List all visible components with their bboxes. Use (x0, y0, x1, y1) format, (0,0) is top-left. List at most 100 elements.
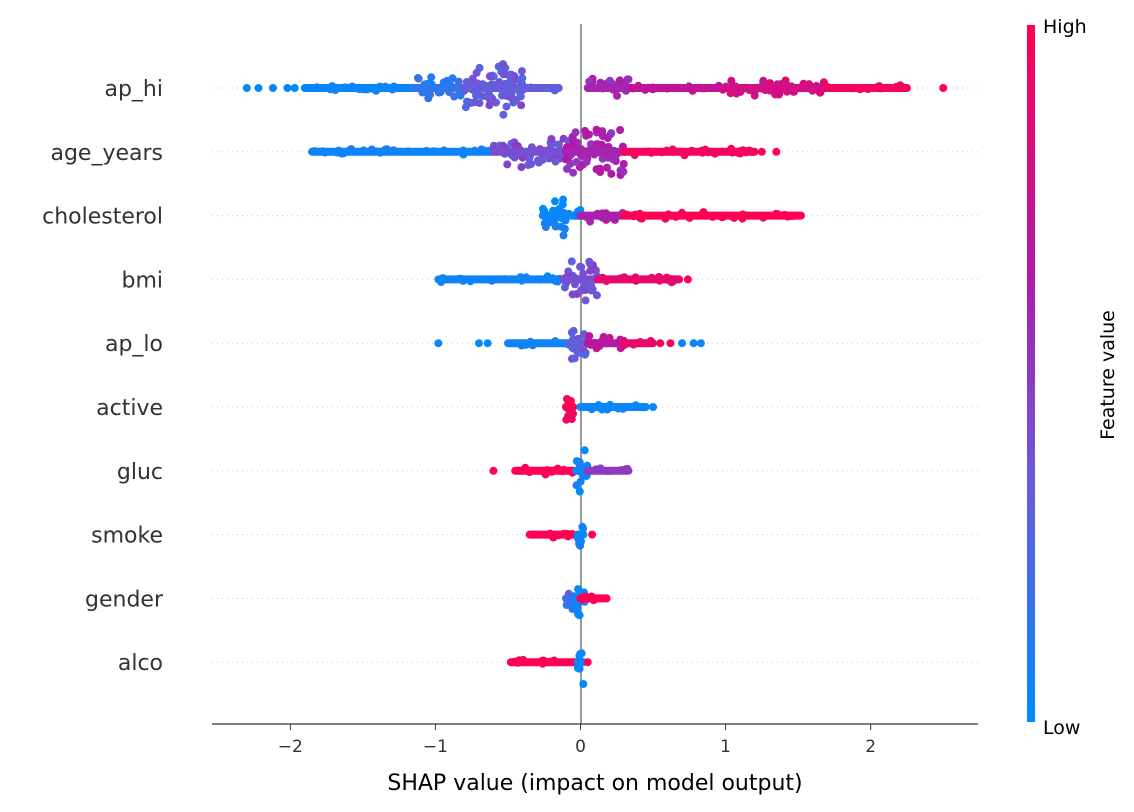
shap-point (541, 223, 550, 231)
shap-point (607, 129, 616, 138)
shap-point (268, 84, 277, 92)
shap-point (587, 140, 595, 149)
shap-point (547, 135, 556, 143)
shap-point (290, 84, 299, 92)
shap-point (502, 102, 511, 111)
shap-point (615, 76, 624, 85)
shap-point (582, 157, 591, 166)
shap-point (592, 125, 601, 134)
shap-point (454, 77, 463, 86)
shap-point (623, 75, 632, 84)
x-tick-label: 2 (865, 737, 876, 757)
shap-point (564, 412, 573, 420)
feature-label: alco (118, 651, 163, 676)
shap-point (551, 222, 560, 231)
shap-point (483, 339, 492, 348)
shap-point (503, 160, 512, 169)
shap-point (581, 296, 590, 305)
colorbar (1027, 25, 1035, 722)
shap-point (254, 84, 263, 92)
shap-point (616, 126, 625, 134)
shap-point (572, 158, 581, 166)
x-ticks: −2 −1 0 1 2 (278, 724, 876, 757)
shap-point (517, 67, 526, 76)
shap-point (580, 446, 589, 455)
shap-point (511, 96, 520, 105)
shap-point (596, 168, 605, 176)
shap-point (572, 481, 581, 490)
feature-label: smoke (91, 524, 163, 549)
shap-point (427, 73, 436, 82)
shap-point (607, 169, 616, 178)
shap-point (618, 166, 627, 175)
shap-point (613, 91, 621, 100)
shap-point (474, 339, 483, 348)
shap-point (588, 530, 597, 539)
feature-label: gluc (117, 460, 163, 485)
shap-point (586, 266, 595, 275)
shap-point (499, 110, 508, 119)
feature-label: active (96, 396, 163, 421)
shap-point (283, 84, 292, 92)
x-tick-label: 1 (720, 737, 731, 757)
shap-point (666, 339, 675, 348)
colorbar-low-label: Low (1043, 717, 1080, 739)
shap-point (683, 275, 692, 284)
feature-label: cholesterol (42, 205, 163, 230)
shap-point (434, 339, 443, 348)
shap-point (568, 135, 577, 143)
shap-point (727, 76, 736, 85)
x-axis-label: SHAP value (impact on model output) (387, 771, 802, 796)
shap-point (579, 680, 588, 688)
shap-point (567, 257, 576, 266)
shap-point (585, 130, 593, 139)
shap-point (649, 403, 658, 411)
shap-point (571, 128, 580, 137)
shap-point (696, 339, 705, 348)
shap-point (485, 72, 494, 81)
shap-point (603, 163, 611, 172)
shap-point (939, 84, 948, 92)
shap-point (586, 259, 595, 268)
shap-point (689, 339, 698, 348)
shap-point (525, 154, 534, 163)
shap-point (656, 339, 665, 348)
shap-point (585, 332, 594, 341)
feature-label: ap_hi (104, 77, 163, 102)
shap-point (424, 94, 433, 103)
shap-point (481, 92, 490, 101)
shap-point (577, 263, 586, 272)
shap-point (775, 90, 784, 99)
shap-point (592, 291, 601, 300)
shap-point (587, 286, 596, 295)
shap-point (505, 77, 514, 86)
shap-point (517, 101, 526, 110)
feature-label: bmi (121, 268, 163, 293)
shap-point (619, 160, 628, 168)
shap-point (567, 328, 576, 337)
shap-point (551, 157, 560, 166)
shap-point (583, 658, 592, 667)
feature-label: ap_lo (105, 332, 163, 357)
shap-point (575, 487, 584, 496)
shap-point (472, 68, 481, 77)
shap-point (678, 339, 687, 348)
shap-point (573, 608, 582, 617)
x-tick-label: 0 (575, 737, 586, 757)
shap-point (569, 168, 578, 177)
shap-point (242, 84, 251, 92)
shap-point (533, 156, 542, 165)
shap-point (598, 132, 607, 141)
colorbar-high-label: High (1043, 16, 1087, 38)
shap-point (560, 224, 569, 233)
shap-point (489, 466, 498, 475)
shap-point (461, 103, 470, 112)
shap-point (414, 74, 422, 82)
shap-point (499, 70, 508, 79)
shap-point (757, 147, 766, 156)
shap-point (487, 96, 496, 105)
shap-point (471, 98, 479, 107)
